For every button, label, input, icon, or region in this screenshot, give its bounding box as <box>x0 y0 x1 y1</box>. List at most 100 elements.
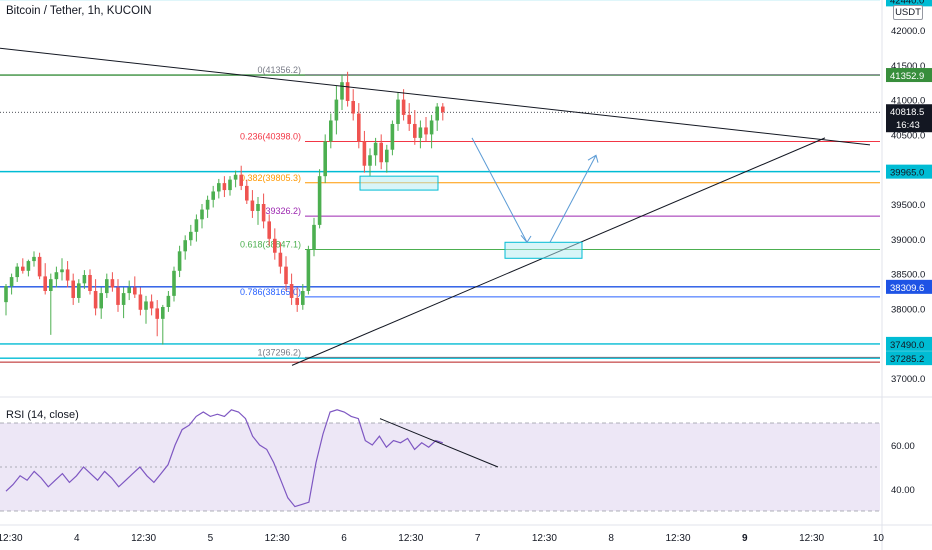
candle-body <box>273 238 277 253</box>
chart-title: Bitcoin / Tether, 1h, KUCOIN <box>6 5 152 17</box>
candle-body <box>357 113 361 142</box>
candle-body <box>396 99 400 124</box>
candle-body <box>194 219 199 232</box>
candle-body <box>121 293 126 305</box>
candle-body <box>289 284 294 298</box>
price-level-badge <box>886 164 932 179</box>
arrow-head <box>520 234 532 244</box>
price-level-badge <box>886 336 932 351</box>
price-level-badge <box>886 0 932 7</box>
candle-body <box>256 204 260 211</box>
candle-body <box>323 141 327 177</box>
y-tick-label: 39500.0 <box>891 200 925 211</box>
candle-body <box>15 266 19 278</box>
candle-body <box>60 269 64 273</box>
y-tick-label: 41000.0 <box>891 96 925 107</box>
x-tick-label: 9 <box>742 533 748 544</box>
candle-body <box>245 185 249 201</box>
candle-body <box>37 256 42 277</box>
candle-body <box>317 176 322 225</box>
candle-body <box>172 270 176 296</box>
x-tick-label: 12:30 <box>665 533 690 544</box>
y-tick-label: 41500.0 <box>891 61 925 72</box>
candle-body <box>21 266 25 271</box>
candle-body <box>105 279 109 294</box>
candle-body <box>49 279 53 291</box>
candle-body <box>228 179 232 191</box>
candle-body <box>138 294 143 310</box>
projection-arrow-up <box>549 155 597 243</box>
candle-body <box>161 307 165 319</box>
candle-body <box>93 291 98 309</box>
fib-level-label: 0.236(40398.0) <box>240 131 301 141</box>
price-level-badge <box>886 279 932 294</box>
candle-body <box>205 199 210 210</box>
y-tick-label: 37000.0 <box>891 374 925 385</box>
rsi-panel: 60.00 40.00 <box>0 409 915 512</box>
candle-body <box>312 224 316 250</box>
y-tick-label: 38500.0 <box>891 270 925 281</box>
fibonacci-retracement: 0(41356.2) 0.236(40398.0) 0.382(39805.3) (3… <box>240 65 880 358</box>
candle-body <box>43 276 47 291</box>
y-tick-label: 42000.0 <box>891 26 925 37</box>
candle-body <box>250 200 255 211</box>
x-tick-label: 12:30 <box>799 533 824 544</box>
drawings <box>0 47 871 366</box>
candle-body <box>133 287 137 295</box>
price-level-label: 39965.0 <box>890 168 924 179</box>
candle-body <box>155 308 159 319</box>
candle-body <box>373 142 378 156</box>
candle-body <box>211 191 215 200</box>
candle-body <box>54 272 59 280</box>
candle-body <box>177 251 182 271</box>
candle-body <box>65 269 70 281</box>
projection-arrow-down <box>471 137 528 243</box>
candle-body <box>441 106 445 113</box>
candle-body <box>362 141 367 166</box>
candle-body <box>32 256 36 262</box>
currency-badge[interactable]: USDT <box>893 5 923 20</box>
candle-body <box>239 174 243 186</box>
x-tick-label: 8 <box>608 533 614 544</box>
candle-body <box>407 114 411 124</box>
candle-body <box>26 261 31 271</box>
candle-body <box>379 142 383 163</box>
x-tick-label: 12:30 <box>0 533 23 544</box>
highlight-box <box>359 175 439 191</box>
descending-trendline <box>0 47 871 146</box>
candle-body <box>71 280 75 298</box>
fib-level-label: 0.382(39805.3) <box>240 173 301 183</box>
candle-body <box>149 301 154 309</box>
candle-body <box>390 123 395 150</box>
candle-body <box>189 231 193 241</box>
candle-body <box>429 120 434 135</box>
rsi-tick-label: 60.00 <box>891 441 915 452</box>
candle-body <box>435 106 439 121</box>
price-axis: 42000.041500.041000.040500.040000.039500… <box>886 0 932 385</box>
fib-level-label: 1(37296.2) <box>257 347 301 357</box>
candle-body <box>278 252 283 267</box>
x-tick-label: 12:30 <box>532 533 557 544</box>
price-level-badge <box>886 68 932 83</box>
candle-body <box>351 100 355 114</box>
x-tick-label: 12:30 <box>131 533 156 544</box>
x-tick-label: 6 <box>341 533 347 544</box>
candle-body <box>4 286 8 303</box>
candle-body <box>166 295 171 308</box>
fib-level-label: (39326.2) <box>262 206 301 216</box>
time-axis: 12:30 4 12:30 5 12:30 6 12:30 7 12:30 8 12:30 9 12:3… <box>0 533 884 544</box>
price-level-label: 38309.6 <box>890 283 924 294</box>
fib-level-label: 0.618(38847.1) <box>240 239 301 249</box>
candle-body <box>110 279 115 288</box>
rsi-tick-label: 40.00 <box>891 485 915 496</box>
candle-body <box>88 274 92 291</box>
fib-level-label: 0.786(38165.0) <box>240 287 301 297</box>
candle-body <box>340 82 344 100</box>
x-tick-label: 5 <box>208 533 214 544</box>
arrow-head <box>587 154 599 163</box>
y-tick-label: 40500.0 <box>891 130 925 141</box>
target-box <box>504 241 583 259</box>
candle-body <box>329 120 333 142</box>
candle-body <box>144 301 148 310</box>
